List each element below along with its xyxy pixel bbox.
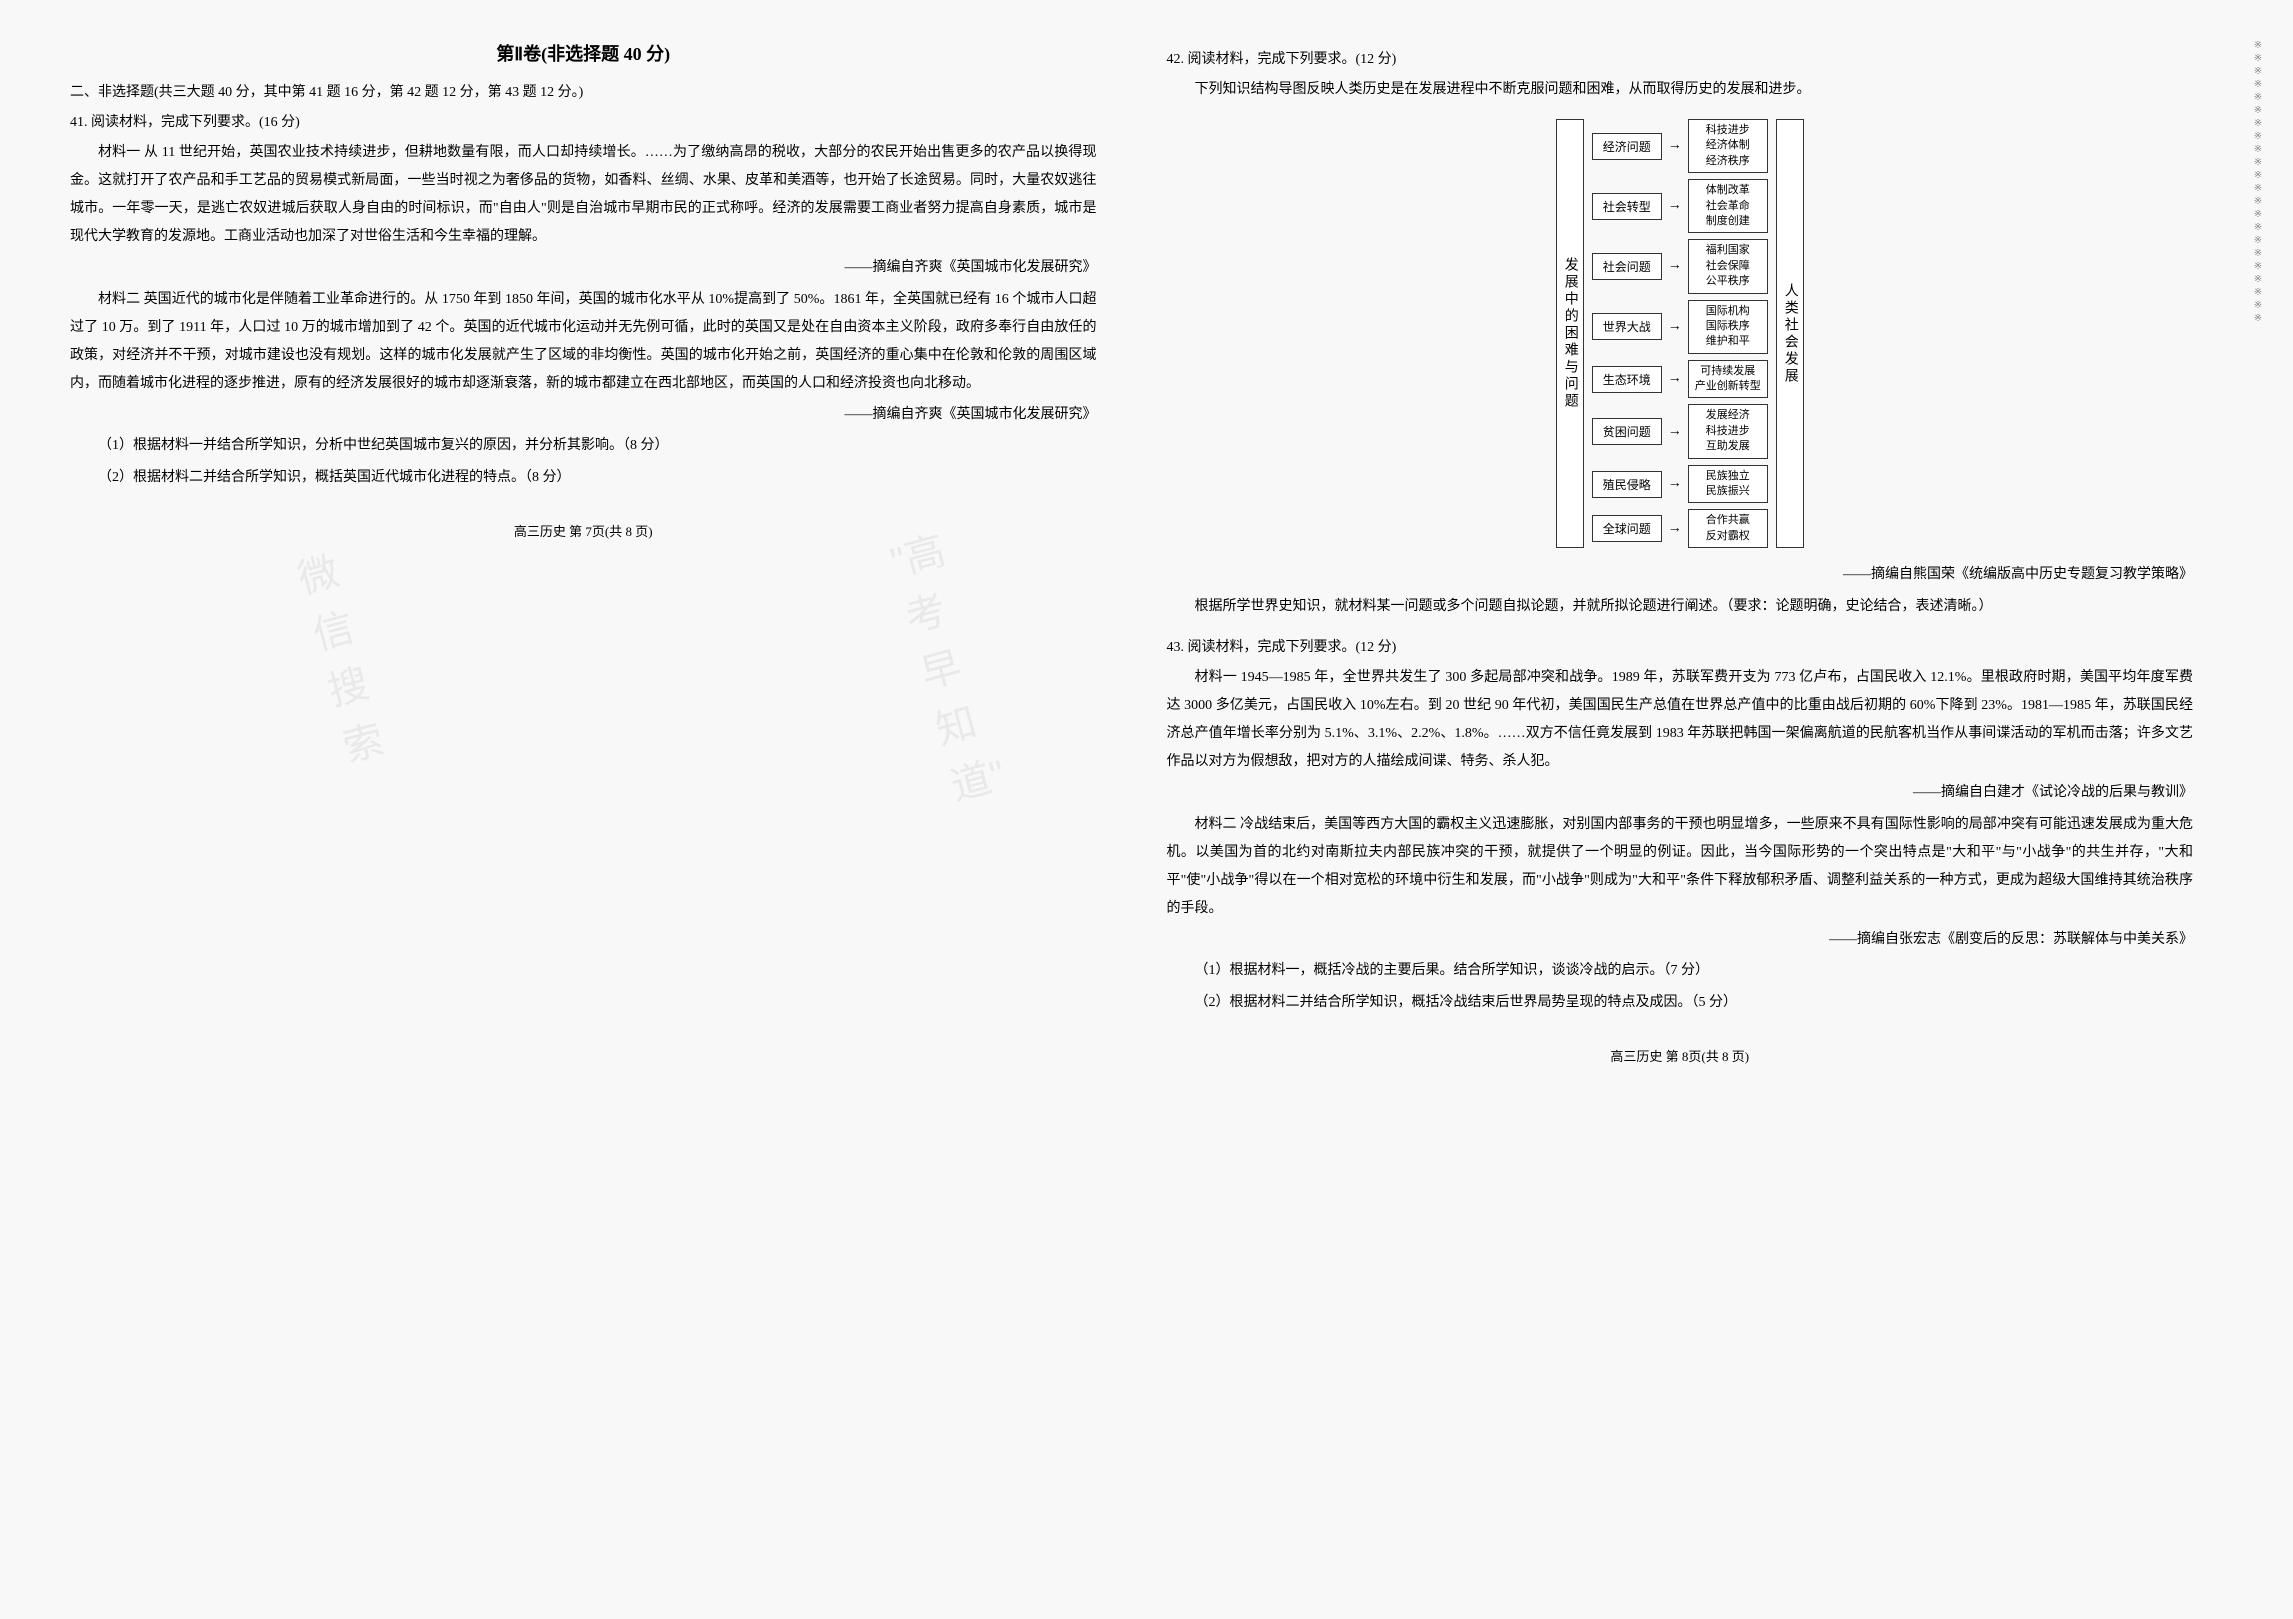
diagram-row: 殖民侵略 → 民族独立民族振兴 bbox=[1592, 465, 1768, 504]
diagram-left-box: 世界大战 bbox=[1592, 313, 1662, 340]
arrow-icon: → bbox=[1668, 424, 1682, 440]
diagram-right-box: 发展经济科技进步互助发展 bbox=[1688, 404, 1768, 458]
binding-dots: ※※※※※※※※※※※※※※※※※※※※※※ bbox=[2253, 40, 2264, 326]
page-left: 第Ⅱ卷(非选择题 40 分) 二、非选择题(共三大题 40 分，其中第 41 题… bbox=[50, 40, 1117, 1065]
diagram-right-box: 民族独立民族振兴 bbox=[1688, 465, 1768, 504]
arrow-icon: → bbox=[1668, 476, 1682, 492]
diagram-left-box: 经济问题 bbox=[1592, 133, 1662, 160]
footer-left: 高三历史 第 7页(共 8 页) bbox=[70, 521, 1097, 540]
q41-sub2: （2）根据材料二并结合所学知识，概括英国近代城市化进程的特点。（8 分） bbox=[70, 465, 1097, 492]
diagram-row: 社会问题 → 福利国家社会保障公平秩序 bbox=[1592, 239, 1768, 293]
diagram-left-box: 生态环境 bbox=[1592, 366, 1662, 393]
q43-source2: ——摘编自张宏志《剧变后的反思：苏联解体与中美关系》 bbox=[1167, 928, 2194, 948]
q42-source: ——摘编自熊国荣《统编版高中历史专题复习教学策略》 bbox=[1167, 563, 2194, 583]
q41-source1: ——摘编自齐爽《英国城市化发展研究》 bbox=[70, 256, 1097, 276]
diagram-left-box: 社会转型 bbox=[1592, 193, 1662, 220]
diagram-left-box: 社会问题 bbox=[1592, 253, 1662, 280]
diagram-row: 生态环境 → 可持续发展产业创新转型 bbox=[1592, 360, 1768, 399]
page-right: 42. 阅读材料，完成下列要求。(12 分) 下列知识结构导图反映人类历史是在发… bbox=[1147, 40, 2214, 1065]
diagram-row: 世界大战 → 国际机构国际秩序维护和平 bbox=[1592, 300, 1768, 354]
q41-material2: 材料二 英国近代的城市化是伴随着工业革命进行的。从 1750 年到 1850 年… bbox=[70, 286, 1097, 398]
diagram-right-box: 体制改革社会革命制度创建 bbox=[1688, 179, 1768, 233]
q43-material2: 材料二 冷战结束后，美国等西方大国的霸权主义迅速膨胀，对别国内部事务的干预也明显… bbox=[1167, 811, 2194, 923]
q42-intro: 下列知识结构导图反映人类历史是在发展进程中不断克服问题和困难，从而取得历史的发展… bbox=[1167, 76, 2194, 104]
arrow-icon: → bbox=[1668, 258, 1682, 274]
arrow-icon: → bbox=[1668, 371, 1682, 387]
binding-margin: ※※※※※※※※※※※※※※※※※※※※※※ bbox=[2243, 40, 2273, 1065]
q43-header: 43. 阅读材料，完成下列要求。(12 分) bbox=[1167, 636, 2194, 656]
q41-source2: ——摘编自齐爽《英国城市化发展研究》 bbox=[70, 403, 1097, 423]
q42-diagram: 发展中的困难与问题 经济问题 → 科技进步经济体制经济秩序社会转型 → 体制改革社会革命… bbox=[1167, 119, 2194, 548]
diagram-right-box: 可持续发展产业创新转型 bbox=[1688, 360, 1768, 399]
diagram-row: 社会转型 → 体制改革社会革命制度创建 bbox=[1592, 179, 1768, 233]
diagram-right-box: 科技进步经济体制经济秩序 bbox=[1688, 119, 1768, 173]
q41-sub1: （1）根据材料一并结合所学知识，分析中世纪英国城市复兴的原因，并分析其影响。（8… bbox=[70, 433, 1097, 460]
diagram-left-box: 贫困问题 bbox=[1592, 418, 1662, 445]
q41-header: 41. 阅读材料，完成下列要求。(16 分) bbox=[70, 111, 1097, 131]
q43-sub1: （1）根据材料一，概括冷战的主要后果。结合所学知识，谈谈冷战的启示。（7 分） bbox=[1167, 958, 2194, 985]
diagram-left-box: 殖民侵略 bbox=[1592, 471, 1662, 498]
section-title: 第Ⅱ卷(非选择题 40 分) bbox=[70, 40, 1097, 66]
q42-header: 42. 阅读材料，完成下列要求。(12 分) bbox=[1167, 48, 2194, 68]
q43-material1: 材料一 1945—1985 年，全世界共发生了 300 多起局部冲突和战争。19… bbox=[1167, 664, 2194, 776]
diagram-row: 贫困问题 → 发展经济科技进步互助发展 bbox=[1592, 404, 1768, 458]
diagram-right-label: 人类社会发展 bbox=[1776, 119, 1804, 548]
arrow-icon: → bbox=[1668, 198, 1682, 214]
diagram-row: 经济问题 → 科技进步经济体制经济秩序 bbox=[1592, 119, 1768, 173]
diagram-right-box: 国际机构国际秩序维护和平 bbox=[1688, 300, 1768, 354]
section-instructions: 二、非选择题(共三大题 40 分，其中第 41 题 16 分，第 42 题 12… bbox=[70, 81, 1097, 101]
diagram-left-label: 发展中的困难与问题 bbox=[1556, 119, 1584, 548]
diagram-right-box: 福利国家社会保障公平秩序 bbox=[1688, 239, 1768, 293]
diagram-right-box: 合作共赢反对霸权 bbox=[1688, 509, 1768, 548]
diagram-row: 全球问题 → 合作共赢反对霸权 bbox=[1592, 509, 1768, 548]
footer-right: 高三历史 第 8页(共 8 页) bbox=[1167, 1046, 2194, 1065]
q43-sub2: （2）根据材料二并结合所学知识，概括冷战结束后世界局势呈现的特点及成因。（5 分… bbox=[1167, 990, 2194, 1017]
q42-requirement: 根据所学世界史知识，就材料某一问题或多个问题自拟论题，并就所拟论题进行阐述。（要… bbox=[1167, 593, 2194, 621]
arrow-icon: → bbox=[1668, 138, 1682, 154]
arrow-icon: → bbox=[1668, 319, 1682, 335]
q43-source1: ——摘编自白建才《试论冷战的后果与教训》 bbox=[1167, 781, 2194, 801]
arrow-icon: → bbox=[1668, 521, 1682, 537]
q41-material1: 材料一 从 11 世纪开始，英国农业技术持续进步，但耕地数量有限，而人口却持续增… bbox=[70, 139, 1097, 251]
diagram-rows: 经济问题 → 科技进步经济体制经济秩序社会转型 → 体制改革社会革命制度创建社会问题 → 福… bbox=[1592, 119, 1768, 548]
diagram-left-box: 全球问题 bbox=[1592, 515, 1662, 542]
